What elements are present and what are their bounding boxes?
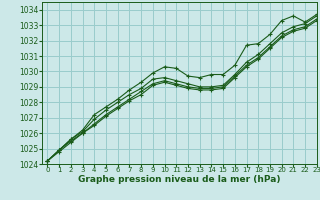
X-axis label: Graphe pression niveau de la mer (hPa): Graphe pression niveau de la mer (hPa) [78,175,280,184]
